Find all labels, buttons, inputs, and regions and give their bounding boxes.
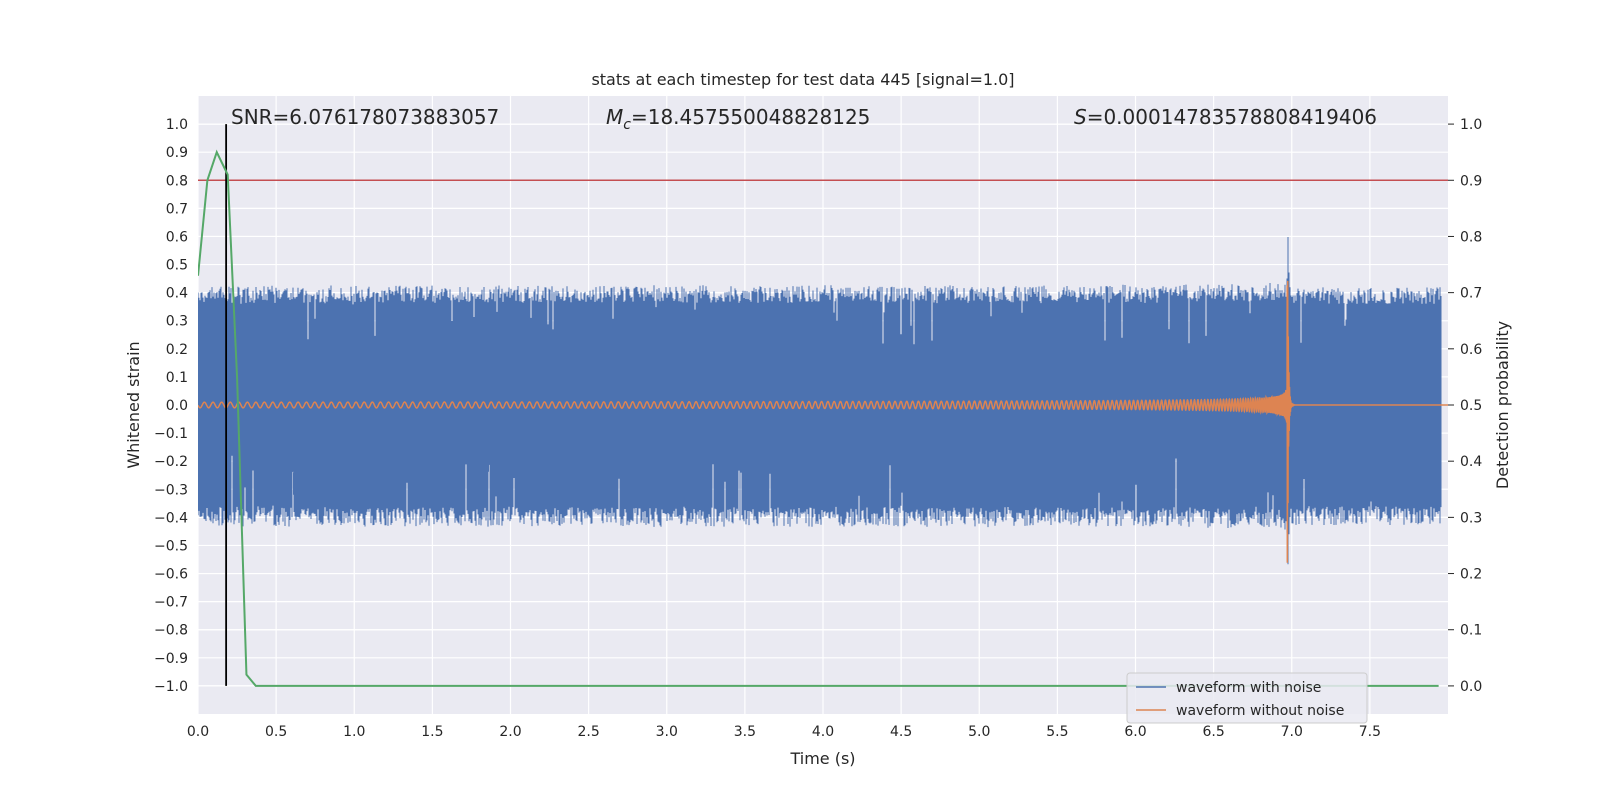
mc-annotation: Mc=18.457550048828125 — [606, 105, 870, 133]
y-right-tick-label: 0.2 — [1460, 567, 1482, 583]
x-axis-label: Time (s) — [789, 749, 855, 768]
x-tick-label: 1.0 — [343, 724, 365, 740]
mc-value: =18.457550048828125 — [631, 105, 870, 129]
y-right-tick-label: 0.5 — [1460, 398, 1482, 414]
x-tick-label: 0.5 — [265, 724, 287, 740]
y-right-tick-label: 0.7 — [1460, 286, 1482, 302]
x-tick-label: 6.5 — [1202, 724, 1224, 740]
y-left-tick-label: −0.3 — [154, 482, 188, 498]
legend-box — [1126, 672, 1368, 724]
s-annotation: S=0.00014783578808419406 — [1074, 105, 1377, 129]
y-left-tick-label: −0.7 — [154, 595, 188, 611]
y-left-tick-label: −0.5 — [154, 538, 188, 554]
s-value: =0.00014783578808419406 — [1087, 105, 1377, 129]
y-right-tick-label: 0.4 — [1460, 454, 1482, 470]
y-right-tick-label: 0.3 — [1460, 510, 1482, 526]
x-tick-label: 5.5 — [1046, 724, 1068, 740]
y-left-tick-label: −0.6 — [154, 567, 188, 583]
y-left-tick-label: 0.5 — [166, 258, 188, 274]
y-left-tick-label: −1.0 — [154, 679, 188, 695]
y-left-tick-label: 0.6 — [166, 229, 188, 245]
legend-label-with-noise: waveform with noise — [1176, 680, 1321, 696]
x-tick-label: 4.0 — [812, 724, 834, 740]
y-left-tick-label: 0.7 — [166, 201, 188, 217]
y-left-tick-label: −0.2 — [154, 454, 188, 470]
x-tick-label: 2.5 — [577, 724, 599, 740]
y-right-tick-label: 0.1 — [1460, 623, 1482, 639]
x-tick-labels: 0.0 0.5 1.0 1.5 2.0 2.5 3.0 3.5 4.0 4.5 5.0 5.5 6.0 6… — [187, 724, 1381, 740]
y-left-tick-label: 0.9 — [166, 145, 188, 161]
x-tick-label: 2.0 — [499, 724, 521, 740]
series-waveform-without-noise — [198, 280, 1448, 563]
x-tick-label: 3.5 — [734, 724, 756, 740]
s-symbol: S — [1074, 105, 1087, 129]
y-left-tick-label: −0.4 — [154, 510, 188, 526]
y-right-tick-label: 0.0 — [1460, 679, 1482, 695]
y-left-tick-label: −0.8 — [154, 623, 188, 639]
snr-annotation: SNR=6.076178073883057 — [231, 105, 499, 129]
x-tick-label: 4.5 — [890, 724, 912, 740]
y-left-tick-label: 1.0 — [166, 117, 188, 133]
x-tick-label: 5.0 — [968, 724, 990, 740]
mc-subscript: c — [623, 117, 631, 133]
legend-label-without-noise: waveform without noise — [1176, 703, 1344, 719]
y-right-tick-label: 0.6 — [1460, 342, 1482, 358]
legend: waveform with noise waveform without noi… — [1126, 672, 1368, 724]
y-left-tick-label: −0.1 — [154, 426, 188, 442]
mc-symbol: M — [606, 105, 623, 129]
y-right-tick-label: 1.0 — [1460, 117, 1482, 133]
y-left-tick-label: 0.8 — [166, 173, 188, 189]
y-right-tick-label: 0.9 — [1460, 173, 1482, 189]
y-left-tick-label: −0.9 — [154, 651, 188, 667]
x-tick-label: 3.0 — [656, 724, 678, 740]
y-left-tick-label: 0.0 — [166, 398, 188, 414]
y-left-tick-labels: 1.0 0.9 0.8 0.7 0.6 0.5 0.4 0.3 0.2 0.1 0.0 −0.1 −0.… — [154, 117, 188, 695]
chart-title: stats at each timestep for test data 445… — [591, 70, 1014, 89]
x-tick-label: 1.5 — [421, 724, 443, 740]
x-tick-label: 0.0 — [187, 724, 209, 740]
x-tick-label: 7.0 — [1281, 724, 1303, 740]
y-left-tick-label: 0.4 — [166, 286, 188, 302]
y-left-tick-label: 0.3 — [166, 314, 188, 330]
y-left-axis-label: Whitened strain — [124, 341, 143, 468]
y-right-axis-label: Detection probability — [1493, 321, 1512, 489]
series-detection-probability — [198, 149, 1439, 687]
y-right-tick-label: 0.8 — [1460, 229, 1482, 245]
y-left-tick-label: 0.1 — [166, 370, 188, 386]
y-left-tick-label: 0.2 — [166, 342, 188, 358]
y-right-tick-labels: 1.0 0.9 0.8 0.7 0.6 0.5 0.4 0.3 0.2 0.1 0.0 — [1448, 117, 1482, 695]
x-tick-label: 6.0 — [1124, 724, 1146, 740]
x-tick-label: 7.5 — [1359, 724, 1381, 740]
